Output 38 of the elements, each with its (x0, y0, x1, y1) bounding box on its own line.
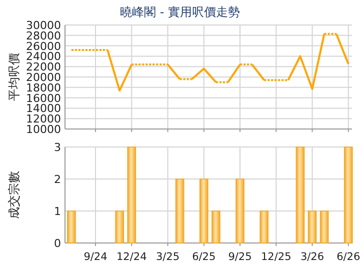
bar (67, 210, 76, 244)
y-tick-label: 0 (54, 237, 61, 250)
bar (236, 178, 244, 244)
y-tick-label: 18000 (26, 81, 61, 94)
bar (115, 210, 124, 244)
y-tick-label: 3 (54, 141, 61, 154)
x-tick-label: 6/25 (192, 251, 216, 263)
x-tick-label: 3/26 (300, 251, 324, 263)
y-tick-label: 1 (54, 205, 61, 218)
bar (296, 146, 305, 244)
bar (320, 210, 329, 244)
bar (127, 146, 136, 244)
bar (199, 178, 208, 244)
x-tick-label: 3/25 (156, 251, 180, 263)
y-tick-label: 24000 (26, 50, 61, 64)
y-tick-label: 2 (54, 173, 61, 186)
y-tick-label: 10000 (26, 123, 61, 136)
x-tick-label: 9/24 (84, 251, 108, 263)
y-tick-label: 26000 (26, 40, 61, 53)
x-tick-label: 9/25 (228, 251, 252, 263)
y-tick-label: 22000 (26, 60, 61, 74)
x-tick-label: 12/24 (116, 251, 148, 263)
y-axis-title: 成交宗數 (7, 171, 21, 219)
bar (344, 146, 353, 244)
x-tick-label: 12/25 (261, 251, 292, 263)
bar (175, 178, 184, 244)
bar (212, 210, 220, 244)
y-axis-title: 平均呎價 (7, 53, 21, 101)
y-tick-label: 20000 (26, 71, 61, 84)
y-tick-label: 14000 (26, 102, 61, 116)
y-tick-label: 16000 (26, 92, 61, 105)
x-tick-label: 6/26 (336, 251, 360, 263)
bar (260, 210, 268, 244)
y-tick-label: 30000 (26, 19, 61, 32)
chart-title: 曉峰閣 - 實用呎價走勢 (120, 5, 240, 19)
y-tick-label: 12000 (26, 112, 61, 126)
bar (308, 210, 317, 244)
y-tick-label: 28000 (26, 29, 61, 42)
